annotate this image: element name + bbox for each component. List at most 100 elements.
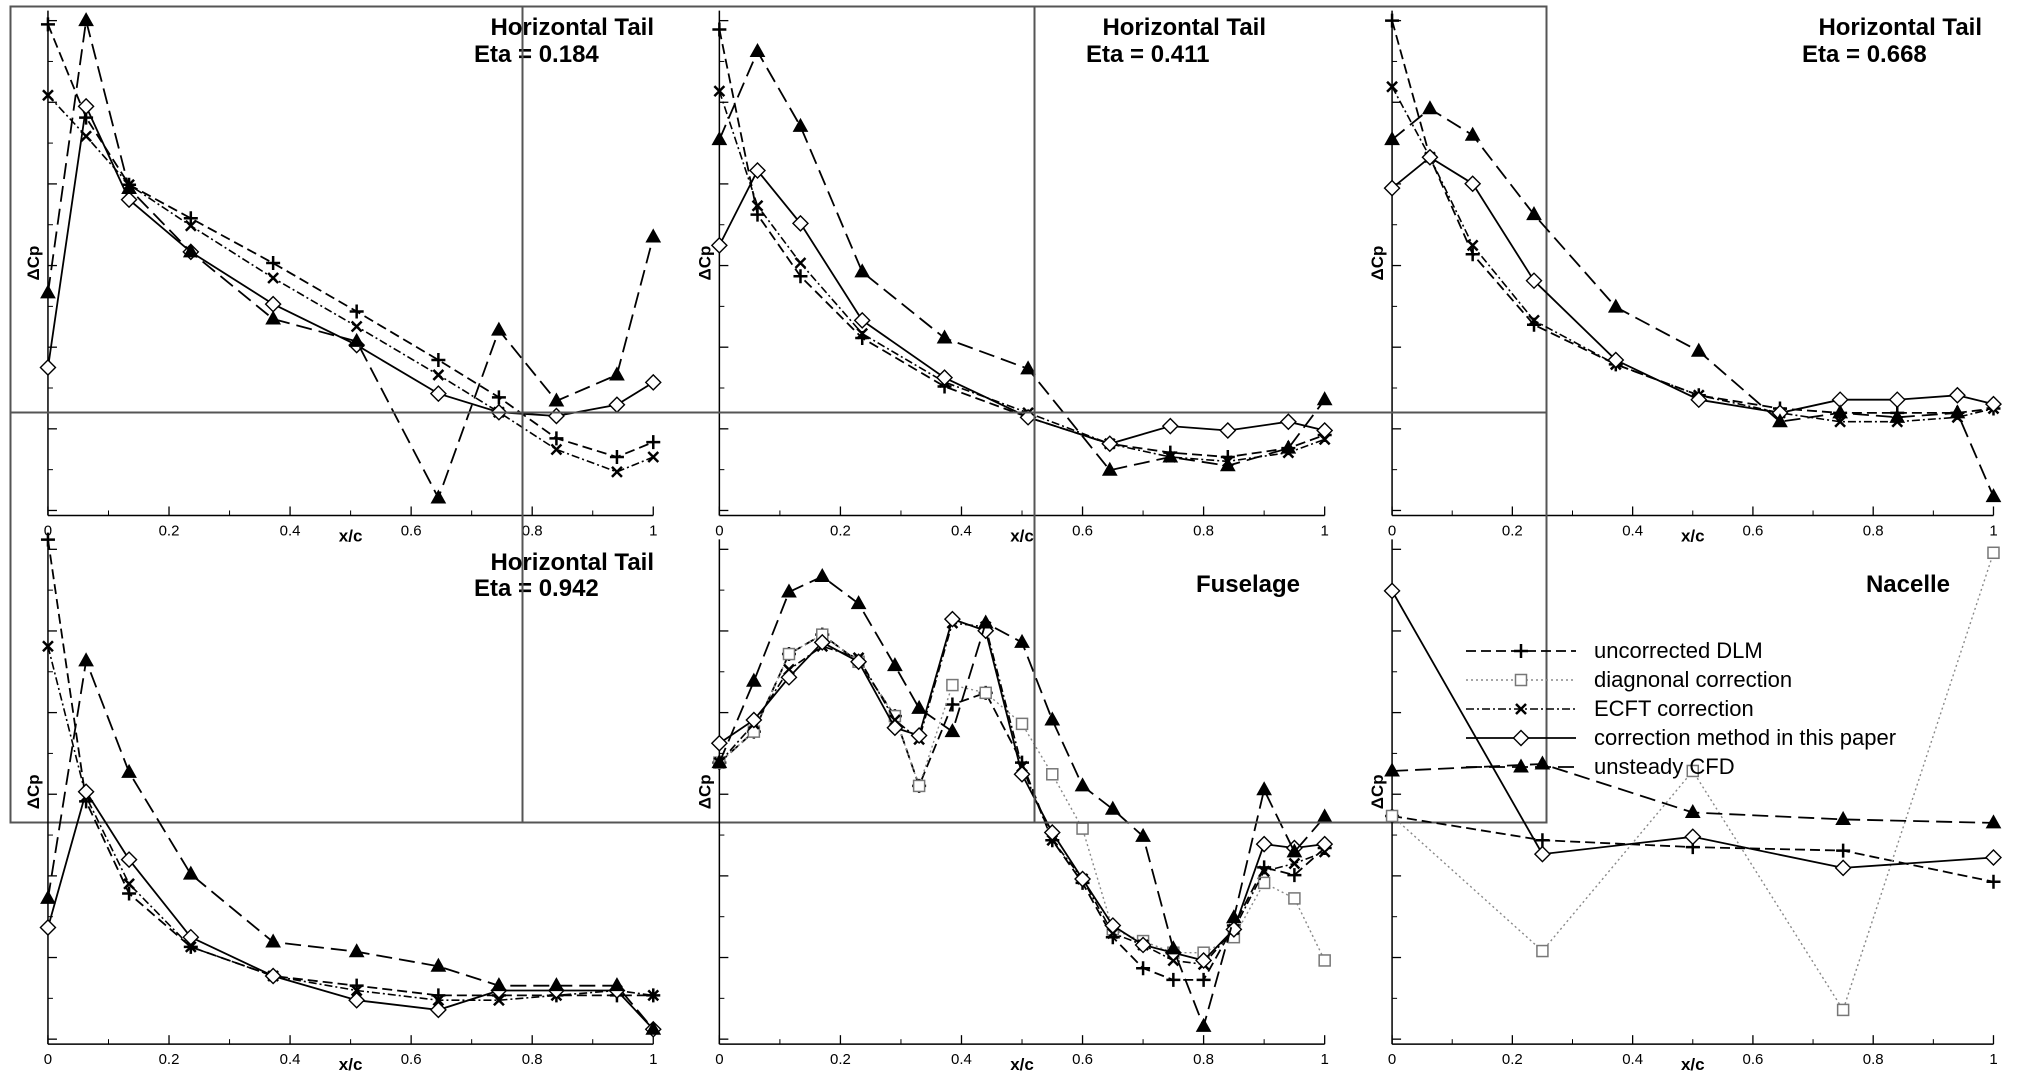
data-point: [266, 256, 281, 271]
data-point: [977, 614, 994, 629]
x-tick-label: 1: [1320, 522, 1328, 539]
x-axis-label: x/c: [1681, 526, 1705, 545]
data-point: [1985, 814, 2002, 829]
data-point: [1019, 408, 1037, 426]
x-tick-label: 0.6: [1072, 1051, 1093, 1068]
data-point: [946, 678, 959, 692]
series-unsteady-cfd: [1384, 100, 2002, 503]
series-line: [1391, 107, 1995, 498]
data-point: [1464, 126, 1481, 141]
data-point: [548, 977, 565, 992]
legend-marker: [1514, 644, 1528, 658]
x-tick-label: 0.4: [280, 1051, 301, 1068]
data-point: [548, 392, 565, 407]
series-line: [718, 29, 1326, 458]
data-point: [711, 754, 728, 769]
y-axis-label: ΔCp: [24, 246, 43, 281]
panel-frame: [9, 5, 524, 414]
data-point: [1528, 314, 1540, 327]
x-axis-label: x/c: [1010, 1055, 1034, 1074]
data-point: [1466, 239, 1479, 252]
data-point: [432, 994, 445, 1007]
x-tick-label: 0.2: [1502, 522, 1523, 539]
data-point: [608, 396, 626, 414]
x-tick-label: 0: [1388, 522, 1396, 539]
x-tick-label: 0.2: [830, 522, 851, 539]
data-point: [856, 327, 869, 340]
series-line: [1391, 20, 1994, 414]
y-axis-label: ΔCp: [24, 774, 43, 809]
data-point: [182, 928, 200, 946]
data-point: [1836, 843, 1851, 858]
data-point: [850, 653, 868, 671]
series-line: [47, 789, 654, 1030]
data-point: [430, 489, 447, 504]
data-point: [1684, 828, 1702, 846]
data-point: [1526, 206, 1542, 221]
data-point: [609, 366, 625, 381]
data-point: [1043, 823, 1061, 841]
data-point: [120, 851, 138, 869]
data-point: [1987, 546, 2000, 560]
x-tick-label: 0.2: [159, 1051, 180, 1068]
legend-marker: [1512, 729, 1530, 747]
data-point: [1104, 917, 1122, 935]
data-point: [1258, 865, 1271, 878]
data-point: [42, 89, 54, 102]
series-uncorrected-dlm: [712, 22, 1332, 464]
data-point: [39, 358, 57, 376]
x-tick-label: 0.4: [951, 522, 972, 539]
data-point: [267, 272, 280, 284]
data-point: [710, 734, 728, 752]
y-axis-label: ΔCp: [1368, 774, 1387, 809]
x-tick-label: 0.8: [1863, 1051, 1884, 1068]
data-point: [491, 977, 507, 992]
x-axis-label: x/c: [339, 1055, 363, 1074]
data-point: [1384, 131, 1400, 146]
data-point: [121, 763, 137, 778]
data-point: [182, 865, 199, 880]
data-point: [183, 211, 198, 226]
data-point: [1256, 781, 1272, 796]
data-point: [780, 668, 798, 686]
data-point: [1044, 711, 1061, 726]
data-point: [429, 1001, 447, 1019]
x-tick-label: 0.4: [1622, 1051, 1643, 1068]
data-point: [1279, 413, 1297, 431]
x-tick-label: 1: [1989, 522, 1997, 539]
x-tick-label: 0: [1388, 1051, 1396, 1068]
data-point: [1161, 417, 1179, 435]
x-tick-label: 0.6: [1742, 522, 1763, 539]
data-point: [1984, 849, 2002, 867]
series-line: [718, 617, 1325, 962]
x-tick-label: 0.6: [401, 1051, 422, 1068]
data-point: [549, 431, 564, 446]
panel-frame: [521, 5, 1036, 414]
series-correction-method-in-this-paper: [39, 97, 662, 425]
series-correction-method-in-this-paper: [710, 610, 1334, 969]
data-point: [491, 321, 507, 336]
legend-item-unsteady-cfd: unsteady CFD: [1466, 754, 1735, 779]
legend-item-correction-method-in-this-paper: correction method in this paper: [1466, 725, 1896, 750]
data-point: [431, 353, 446, 368]
data-point: [1015, 717, 1029, 731]
data-point: [1288, 857, 1301, 870]
data-point: [350, 984, 363, 997]
legend-item-ecft-correction: ECFT correction: [1466, 696, 1754, 721]
data-point: [1384, 762, 1400, 777]
series-ecft-correction: [42, 89, 660, 478]
data-point: [1101, 435, 1119, 453]
series-correction-method-in-this-paper: [710, 162, 1334, 453]
data-point: [1219, 422, 1237, 440]
data-point: [1772, 413, 1788, 428]
data-point: [710, 236, 728, 254]
data-point: [1383, 179, 1401, 197]
x-tick-label: 0.4: [951, 1051, 972, 1068]
data-point: [265, 310, 281, 325]
data-point: [713, 85, 726, 98]
panel-title: Horizontal Tail: [1818, 14, 1982, 41]
data-point: [77, 97, 95, 115]
series-line: [47, 103, 654, 417]
